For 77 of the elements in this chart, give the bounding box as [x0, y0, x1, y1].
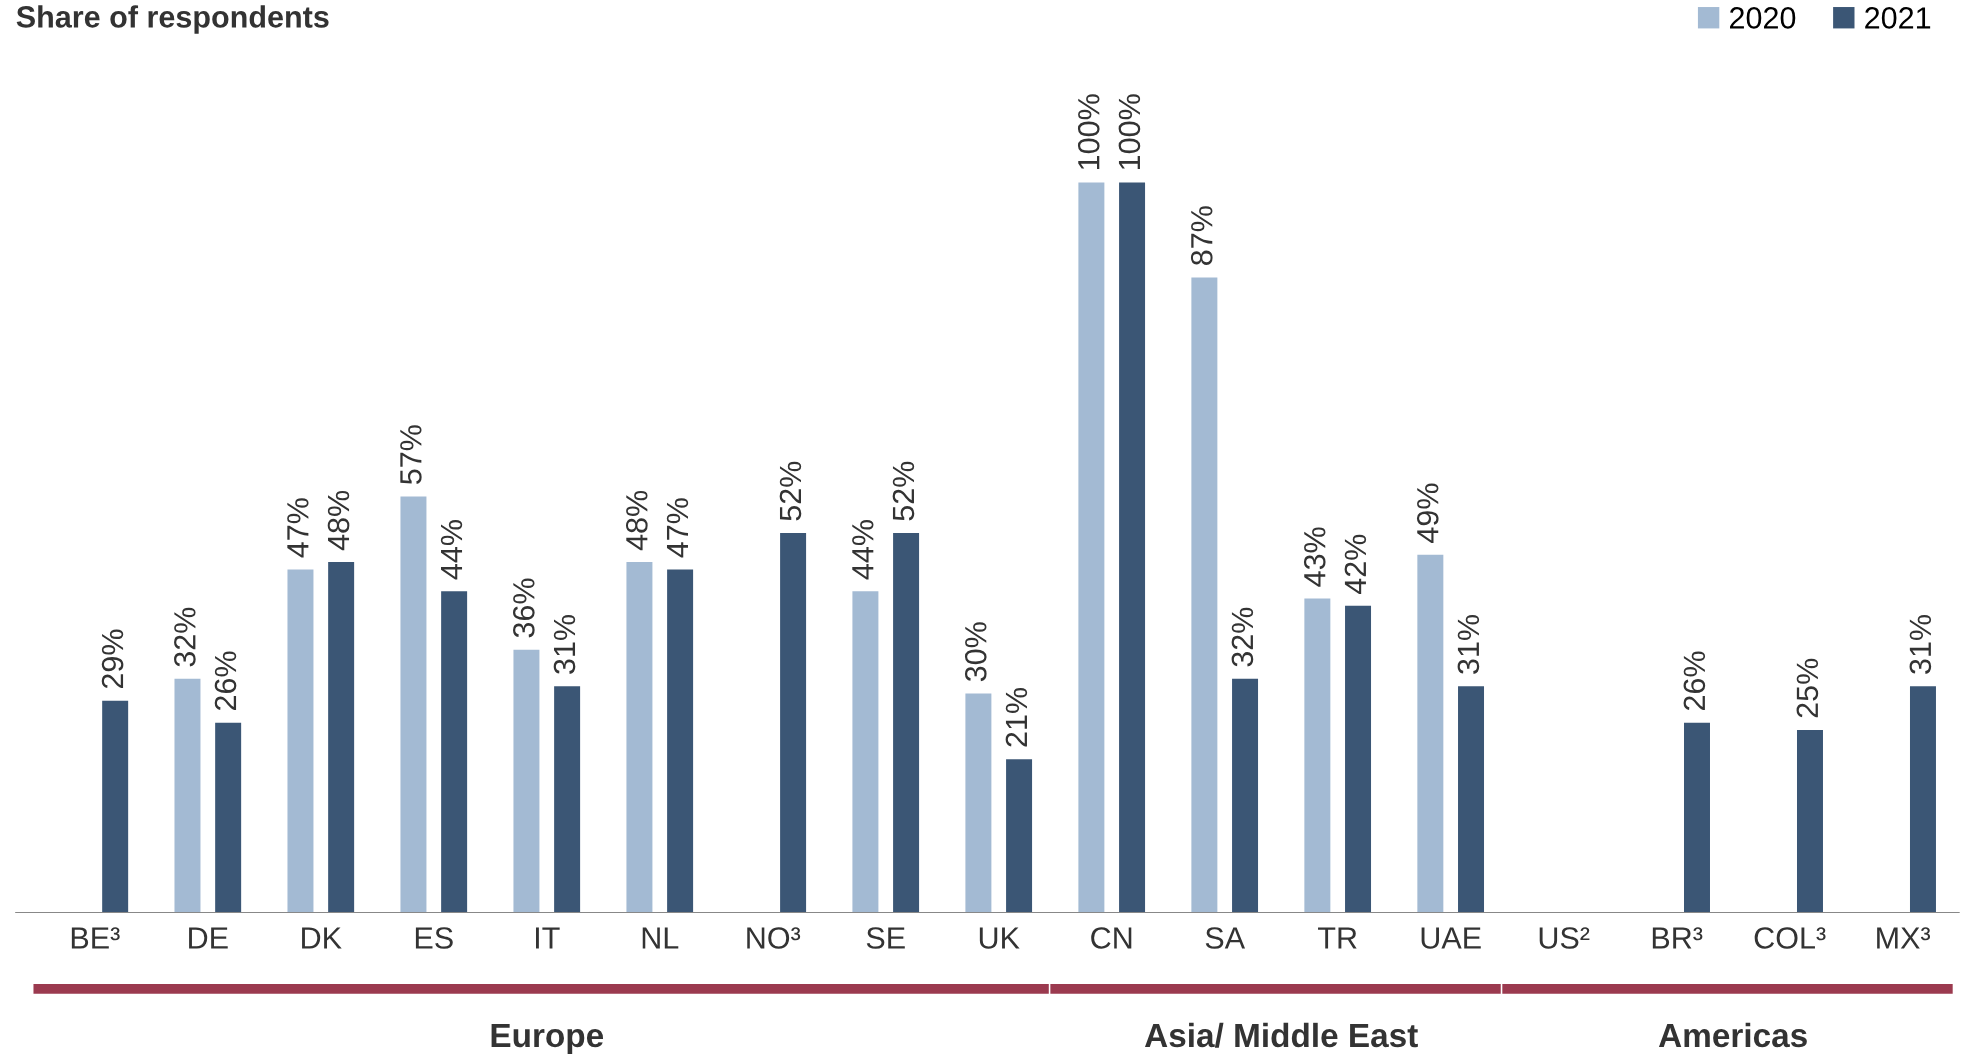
x-tick-label: SA: [1205, 927, 1246, 949]
bar: [287, 569, 314, 913]
data-label: 32%: [1231, 607, 1254, 667]
bar: [965, 693, 992, 913]
bar: [1417, 554, 1444, 913]
bar: [1191, 277, 1218, 913]
x-tick-label: NL: [642, 927, 679, 949]
data-label: 44%: [440, 520, 463, 580]
data-label: 48%: [626, 490, 648, 551]
data-label: 36%: [513, 578, 535, 638]
x-tick-label: BR³: [1652, 927, 1703, 949]
data-label: 25%: [1796, 658, 1819, 718]
data-label: 47%: [287, 498, 309, 558]
data-label: 48%: [327, 490, 350, 551]
data-label: 100%: [1077, 94, 1100, 170]
bar: [554, 686, 581, 913]
bar: [1345, 605, 1372, 913]
x-tick-label: DE: [189, 927, 228, 949]
bar: [1796, 729, 1823, 913]
bar: [513, 649, 540, 913]
bar: [667, 569, 694, 913]
bar: [893, 532, 920, 913]
data-label: 57%: [400, 425, 422, 485]
x-tick-label: BE³: [71, 927, 120, 949]
x-tick-label: ES: [415, 927, 453, 949]
x-tick-label: MX³: [1877, 927, 1931, 949]
data-label: 44%: [852, 520, 874, 580]
x-tick-label: US²: [1539, 927, 1590, 949]
text: Asia/ Middle East: [1144, 1022, 1418, 1048]
legend-label: 2020: [1730, 7, 1796, 29]
bar: [1078, 182, 1105, 913]
data-label: 52%: [892, 461, 915, 521]
bar: [1684, 722, 1710, 913]
bar: [1304, 598, 1331, 913]
text: Americas: [1658, 1022, 1807, 1048]
data-label: 87%: [1190, 206, 1213, 265]
bar: [328, 562, 355, 913]
x-tick-label: TR: [1318, 927, 1357, 949]
bar: [102, 700, 129, 913]
data-label: 31%: [1457, 614, 1480, 674]
x-tick-label: CN: [1091, 927, 1132, 949]
x-tick-label: UK: [979, 927, 1020, 949]
data-label: 43%: [1303, 527, 1326, 587]
bar: [1006, 759, 1033, 913]
bar: [852, 591, 879, 913]
bar: [1458, 686, 1485, 913]
bar: [626, 562, 653, 913]
legend-label: 2021: [1865, 7, 1931, 29]
x-tick-label: DK: [302, 927, 342, 949]
data-label: 21%: [1005, 687, 1028, 747]
data-label: 31%: [1909, 614, 1932, 674]
x-tick-label: NO³: [747, 927, 801, 949]
bar: [174, 678, 201, 913]
x-tick-label: COL³: [1754, 927, 1826, 949]
data-label: 52%: [779, 461, 802, 521]
data-label: 49%: [1416, 483, 1439, 543]
bar: [400, 496, 427, 913]
bar: [1909, 686, 1936, 913]
chart-title: Share of respondents: [16, 5, 329, 34]
text: Europe: [491, 1024, 604, 1054]
bar: [1232, 678, 1259, 913]
bar: [780, 532, 807, 913]
data-label: 29%: [101, 629, 124, 689]
data-label: 47%: [666, 498, 689, 558]
data-label: 26%: [214, 651, 237, 711]
x-tick-label: SE: [866, 927, 905, 949]
x-tick-label: IT: [536, 927, 560, 949]
data-label: 30%: [964, 622, 987, 682]
data-label: 31%: [553, 614, 576, 674]
bar: [441, 591, 468, 913]
data-label: 100%: [1118, 94, 1141, 170]
bar: [1119, 182, 1146, 913]
data-label: 32%: [174, 607, 196, 667]
data-label: 42%: [1344, 534, 1367, 595]
data-label: 26%: [1683, 651, 1706, 711]
x-tick-label: UAE: [1421, 927, 1481, 949]
bar: [215, 722, 242, 913]
